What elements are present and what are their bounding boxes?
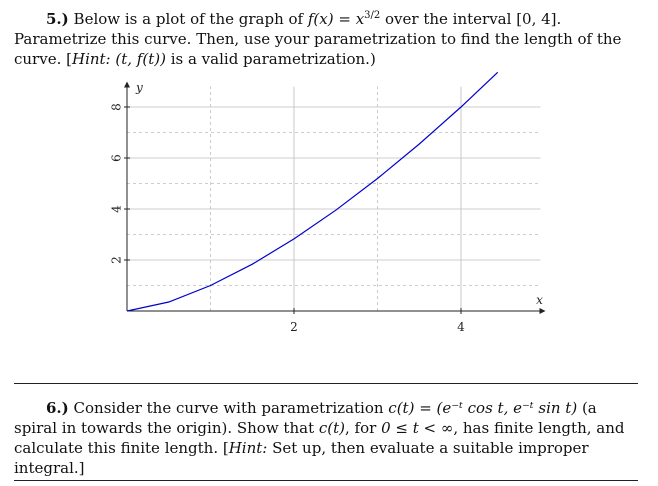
problem-5-exponent: 3/2	[364, 10, 381, 21]
problem-5-text: 5.) Below is a plot of the graph of f(x)…	[14, 6, 638, 69]
problem-5-hint-math: (t, f(t))	[110, 50, 166, 68]
problem-6-number: 6.)	[46, 399, 69, 417]
x-tick-label-2: 2	[290, 320, 298, 334]
x-axis-label: x	[536, 293, 543, 307]
problem-6-hint-label: Hint:	[228, 439, 268, 457]
y-axis-arrow	[124, 81, 130, 88]
x-axis-arrow	[539, 308, 546, 314]
problem-6-ct: c(t)	[318, 419, 346, 437]
y-tick-label-4: 4	[110, 205, 124, 213]
problem-6-text-c: , for	[345, 419, 382, 437]
plot-ticks: 2 4 2 4 6 8	[110, 103, 466, 334]
separator-line-2	[14, 480, 638, 481]
problem-5-function: f(x) = x	[307, 10, 365, 28]
separator-line-1	[14, 383, 638, 384]
curve-line	[126, 71, 499, 312]
plot-axes	[124, 81, 546, 314]
problem-5-text-b: over the interval [0, 4]. Parametrize th…	[14, 10, 622, 68]
problem-5-number: 5.)	[46, 10, 69, 28]
problem-6-hint-text: Set up, then evaluate a suitable imprope…	[14, 439, 589, 477]
problem-6-param: c(t) = (e⁻ᵗ cos t, e⁻ᵗ sin t)	[388, 399, 578, 417]
y-tick-label-6: 6	[110, 154, 124, 162]
problem-6-text-b: (a spiral in towards the origin). Show t…	[14, 399, 597, 437]
problem-5-hint-text: is a valid parametrization.)	[165, 50, 376, 68]
y-tick-label-2: 2	[110, 256, 124, 264]
y-tick-label-8: 8	[110, 103, 124, 111]
x-tick-label-4: 4	[457, 320, 465, 334]
problem-5-text-a: Below is a plot of the graph of	[73, 10, 308, 28]
problem-5-hint-label: Hint:	[71, 50, 111, 68]
problem-6-text-d: , has finite length, and calculate this …	[14, 419, 625, 457]
problem-6-range: 0 ≤ t < ∞	[381, 419, 454, 437]
plot-grid	[127, 86, 541, 311]
y-axis-label: y	[135, 81, 143, 95]
problem-6-text-a: Consider the curve with parametrization	[73, 399, 389, 417]
problem-6-text: 6.) Consider the curve with parametrizat…	[14, 398, 638, 478]
